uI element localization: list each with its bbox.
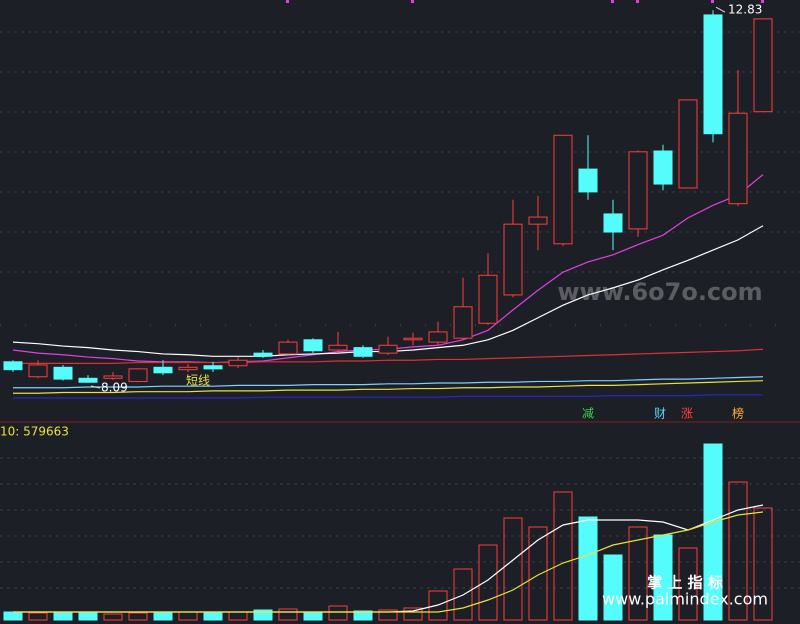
- candle-body: [528, 216, 548, 225]
- low-label: 8.09: [101, 381, 128, 395]
- volume-bar: [703, 443, 723, 621]
- candle-body: [628, 151, 648, 230]
- volume-bar: [253, 609, 273, 621]
- signal-marker: 榜: [732, 406, 744, 421]
- candle-body: [3, 361, 23, 371]
- volume-bar: [153, 611, 173, 621]
- volume-bar: [3, 611, 23, 621]
- volume-bar: [203, 612, 223, 621]
- volume-bar: [128, 612, 148, 621]
- volume-bar: [678, 547, 698, 621]
- volume-bar: [753, 507, 773, 621]
- volume-bar: [353, 610, 373, 621]
- candle-body: [428, 331, 448, 343]
- volume-bar: [428, 590, 448, 621]
- arrow: [715, 6, 726, 13]
- candle-body: [228, 359, 248, 367]
- volume-bar: [578, 516, 598, 621]
- ma-line: [13, 380, 764, 394]
- volume-bar: [478, 544, 498, 621]
- candle-body: [53, 366, 73, 380]
- candle-body: [653, 150, 673, 185]
- candle-body: [753, 18, 773, 113]
- candle-body: [303, 339, 323, 352]
- volume-bar: [528, 526, 548, 621]
- signal-marker: 涨: [681, 406, 693, 421]
- candle-body: [553, 134, 573, 245]
- volume-bar: [453, 568, 473, 621]
- volume-bar: [503, 517, 523, 621]
- candle-body: [403, 337, 423, 341]
- volume-bar: [278, 608, 298, 621]
- volume-bar: [603, 554, 623, 621]
- signal-marker: 财: [654, 407, 666, 421]
- ma-line: [13, 376, 764, 389]
- volume-bar: [303, 611, 323, 621]
- candle-body: [378, 344, 398, 354]
- candle-body: [178, 366, 198, 371]
- watermark: www.palmindex.com: [602, 590, 768, 609]
- watermark: 掌 上 指 标: [647, 574, 723, 592]
- arrow: [90, 385, 101, 389]
- candle-body: [128, 368, 148, 382]
- volume-bar: [553, 491, 573, 621]
- volume-bar: [53, 611, 73, 621]
- volume-bar: [328, 605, 348, 621]
- volume-ma-label: 10: 579663: [0, 425, 69, 439]
- volume-bar: [728, 481, 748, 621]
- signal-marker: 减: [582, 407, 594, 421]
- candle-body: [353, 347, 373, 357]
- volume-bar: [78, 611, 98, 621]
- volume-bar: [403, 607, 423, 621]
- volume-bar: [628, 526, 648, 621]
- candle-body: [603, 213, 623, 233]
- candle-body: [678, 99, 698, 189]
- candle-body: [153, 366, 173, 374]
- candle-body: [478, 274, 498, 324]
- volume-ma-line: [13, 511, 764, 613]
- candle-body: [78, 377, 98, 383]
- candle-body: [203, 365, 223, 370]
- candle-body: [453, 306, 473, 339]
- candle-body: [103, 375, 123, 379]
- volume-bar: [378, 609, 398, 621]
- candle-body: [703, 14, 723, 135]
- high-label: 12.83: [728, 3, 762, 17]
- candle-body: [503, 223, 523, 296]
- ma-line: [13, 348, 764, 364]
- candle-body: [578, 168, 598, 193]
- volume-bar: [103, 613, 123, 621]
- candle-body: [328, 344, 348, 351]
- candle-body: [253, 352, 273, 357]
- ma-line: [13, 394, 763, 399]
- watermark: www.6o7o.com: [557, 278, 762, 306]
- candle-body: [728, 112, 748, 205]
- top-dots: [286, 0, 764, 3]
- volume-bar: [28, 612, 48, 621]
- annotation: 短线: [186, 374, 210, 388]
- candle-body: [28, 364, 48, 378]
- candle-body: [278, 341, 298, 355]
